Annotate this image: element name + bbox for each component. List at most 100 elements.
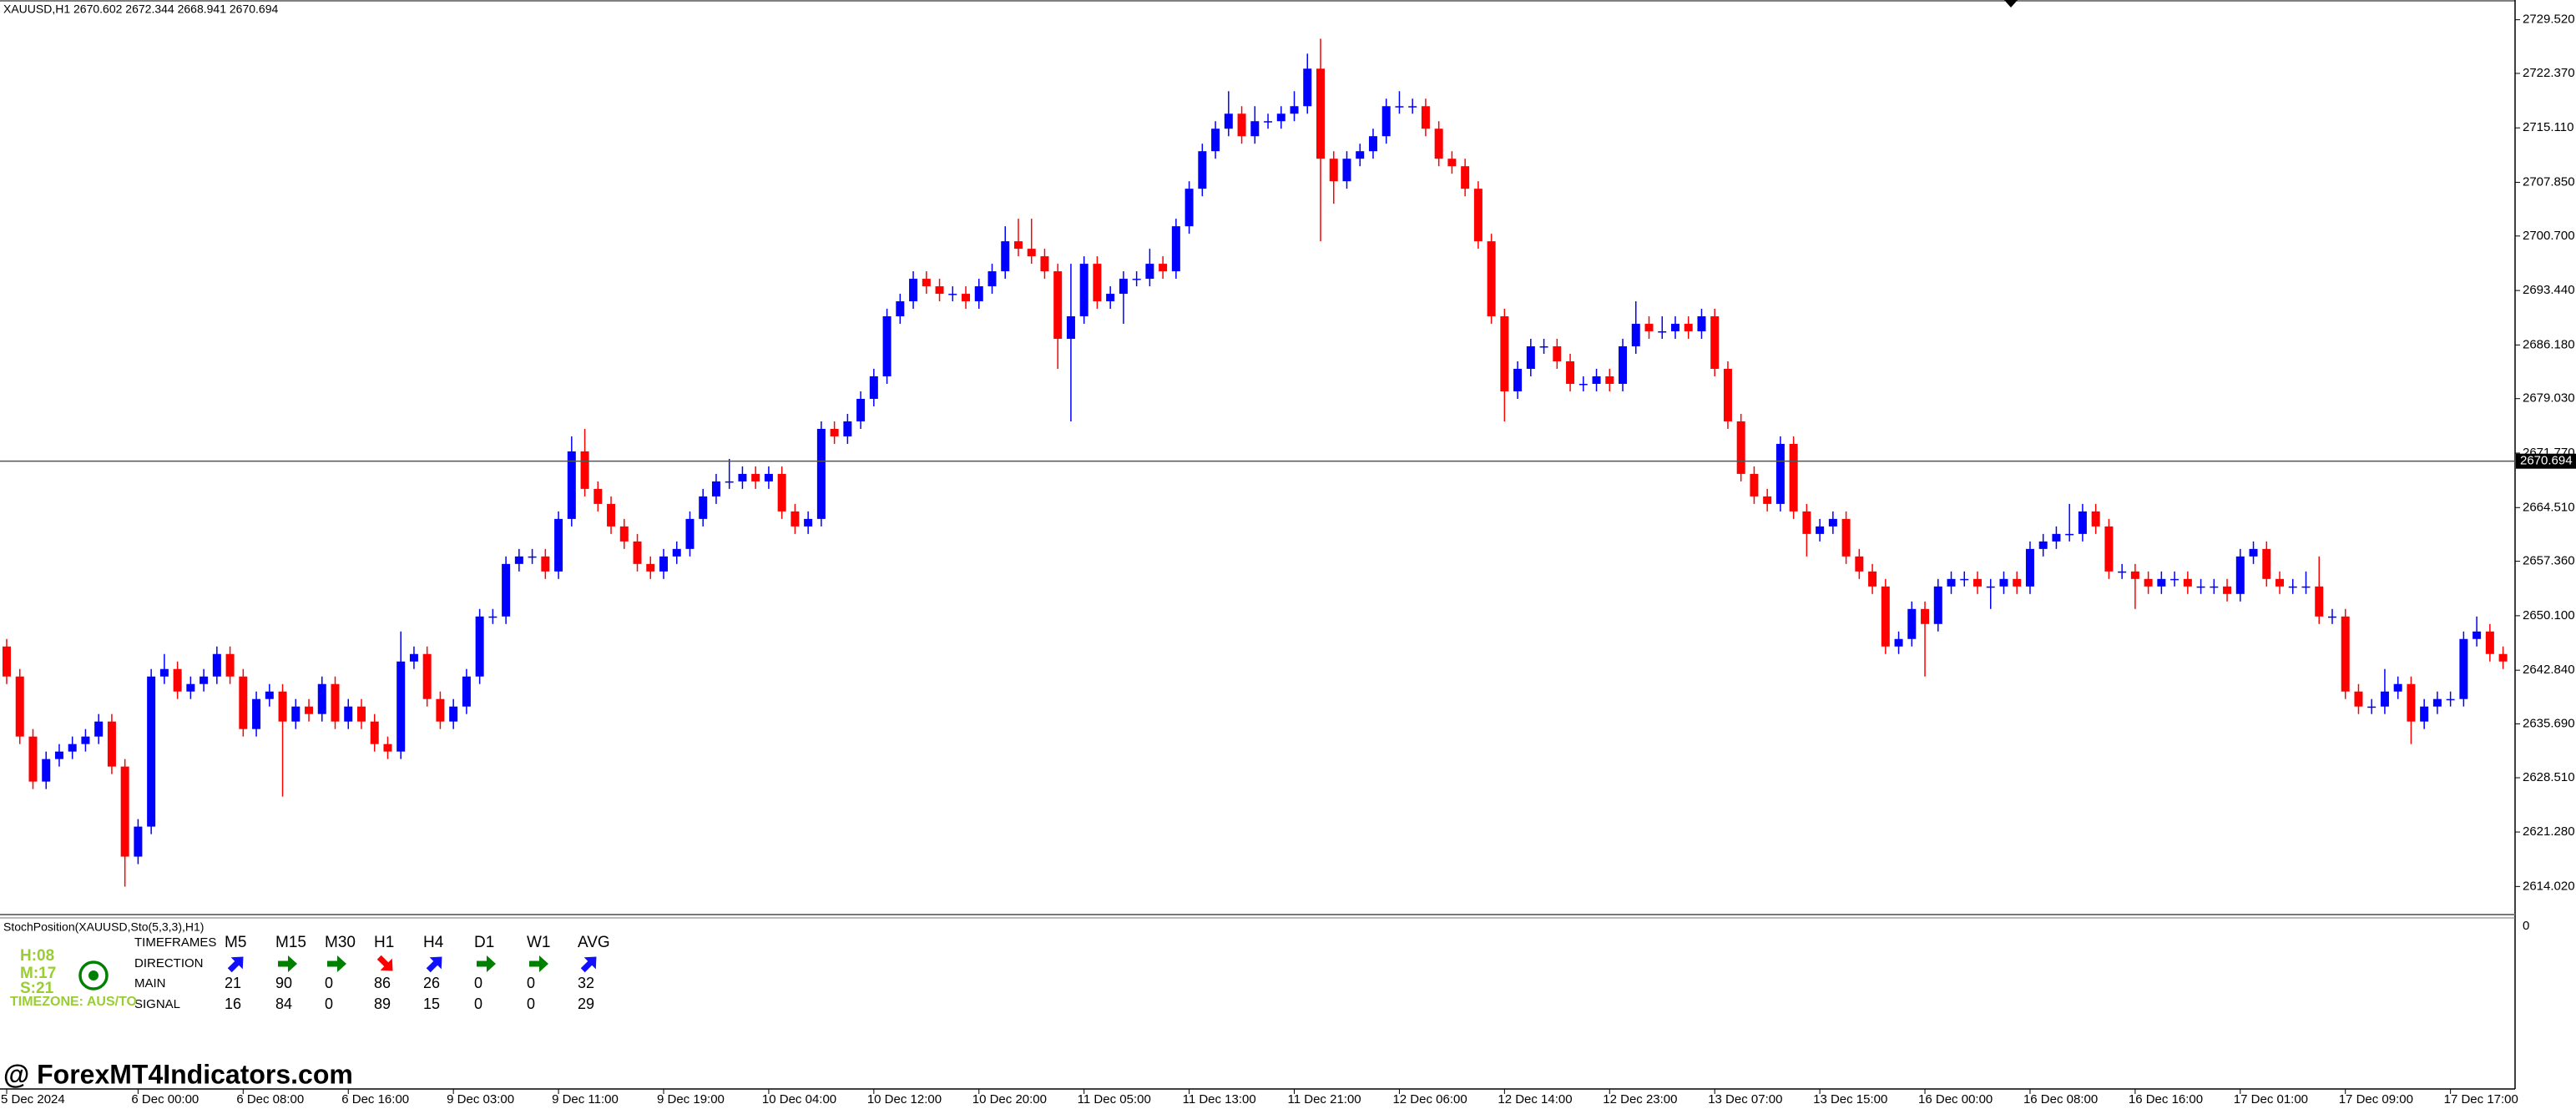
candle-body [28, 736, 38, 782]
x-tick-label: 11 Dec 13:00 [1183, 1092, 1256, 1106]
candle-body [659, 556, 668, 572]
timeframe-label: H4 [423, 934, 444, 951]
timeframe-label: H1 [374, 934, 394, 951]
candle-body [1999, 578, 2008, 587]
signal-value: 15 [423, 996, 440, 1012]
timeframe-label: M15 [275, 934, 306, 951]
signal-value: 89 [374, 996, 391, 1012]
candle-body [1487, 241, 1496, 317]
direction-arrow [580, 956, 597, 973]
candle-body [1473, 189, 1482, 242]
candle-body [922, 279, 931, 287]
x-tick-label: 16 Dec 08:00 [2023, 1092, 2098, 1106]
candle-body [3, 646, 11, 677]
candle-body [81, 736, 90, 744]
candle-body [159, 668, 169, 677]
timeframe-label: W1 [527, 934, 551, 951]
candle-body [1658, 331, 1667, 333]
candle-body [1159, 264, 1168, 272]
candle-body [2144, 578, 2153, 587]
candle-body [896, 301, 905, 317]
candle-body [1828, 518, 1837, 527]
candle-body [1224, 113, 1233, 129]
candle-body [1710, 316, 1720, 370]
x-tick-label: 12 Dec 06:00 [1392, 1092, 1467, 1106]
candle-body [2025, 548, 2034, 587]
candle-body [962, 294, 971, 302]
chart-title: XAUUSD,H1 2670.602 2672.344 2668.941 267… [3, 3, 278, 16]
candle-body [1631, 324, 1640, 347]
candle-body [1106, 294, 1115, 302]
x-tick-label: 6 Dec 16:00 [341, 1092, 409, 1106]
clock-text: M:17 [20, 965, 56, 982]
candle-body [1303, 68, 1312, 107]
candle-body [1841, 518, 1851, 557]
candle-body [370, 721, 379, 744]
x-tick-label: 13 Dec 07:00 [1708, 1092, 1782, 1106]
direction-arrow-shape [278, 955, 297, 972]
candle-body [2130, 571, 2139, 579]
candle-body [2013, 578, 2022, 587]
candle-body [869, 376, 878, 399]
candle-body [2315, 586, 2324, 617]
candle-body [1697, 316, 1706, 332]
candle-body [1093, 264, 1102, 302]
candle-body [1119, 279, 1128, 295]
main-value: 86 [374, 975, 391, 991]
x-tick-label: 17 Dec 09:00 [2339, 1092, 2413, 1106]
candle-body [2354, 691, 2363, 707]
candle-body [134, 826, 143, 857]
candle-body [2420, 706, 2429, 722]
candle-body [107, 721, 116, 767]
main-value: 32 [578, 975, 594, 991]
y-tick-label: 2722.370 [2523, 66, 2575, 80]
candle-body [1027, 249, 1036, 257]
row-label: MAIN [134, 976, 166, 991]
candle-body [1907, 608, 1917, 639]
candle-body [699, 496, 708, 519]
direction-arrow-shape [426, 956, 442, 973]
candle-body [1553, 346, 1562, 362]
candle-body [1644, 324, 1654, 332]
candle-body [305, 706, 314, 714]
candle-body [2157, 578, 2166, 587]
candle-body [15, 676, 24, 737]
x-tick-label: 9 Dec 11:00 [552, 1092, 619, 1106]
candle-body [2235, 556, 2245, 594]
y-tick-label: 2679.030 [2523, 391, 2575, 406]
y-tick-label: 2642.840 [2523, 663, 2575, 677]
candle-body [685, 518, 695, 549]
candle-body [1329, 159, 1338, 182]
candle-body [42, 759, 51, 782]
candle-body [987, 271, 997, 287]
candle-body [2262, 548, 2271, 579]
direction-arrow-shape [376, 955, 393, 971]
candle-body [1316, 68, 1325, 159]
candle-body [2170, 578, 2179, 581]
candle-body [1789, 443, 1798, 512]
candle-body [1198, 151, 1207, 189]
candle-body [607, 503, 616, 527]
candle-body [278, 691, 287, 722]
candle-body [1723, 369, 1732, 421]
candle-body [1619, 346, 1628, 384]
candle-body [120, 766, 129, 857]
candle-body [1775, 443, 1785, 504]
candle-body [212, 653, 221, 677]
candle-body [1894, 638, 1903, 647]
signal-value: 0 [527, 996, 535, 1012]
candle-body [409, 653, 418, 662]
x-tick-label: 10 Dec 20:00 [972, 1092, 1047, 1106]
direction-arrow-shape [327, 955, 346, 972]
timeframe-label: M30 [325, 934, 356, 951]
candle-body [1578, 383, 1588, 386]
candle-body [843, 421, 852, 436]
candle-body [790, 511, 800, 527]
candle-body [2275, 578, 2285, 587]
candle-body [1605, 376, 1614, 384]
candle-body [331, 683, 340, 722]
indicator-tick-label: 0 [2523, 919, 2529, 933]
direction-arrow-shape [227, 956, 244, 973]
main-value: 21 [225, 975, 241, 991]
